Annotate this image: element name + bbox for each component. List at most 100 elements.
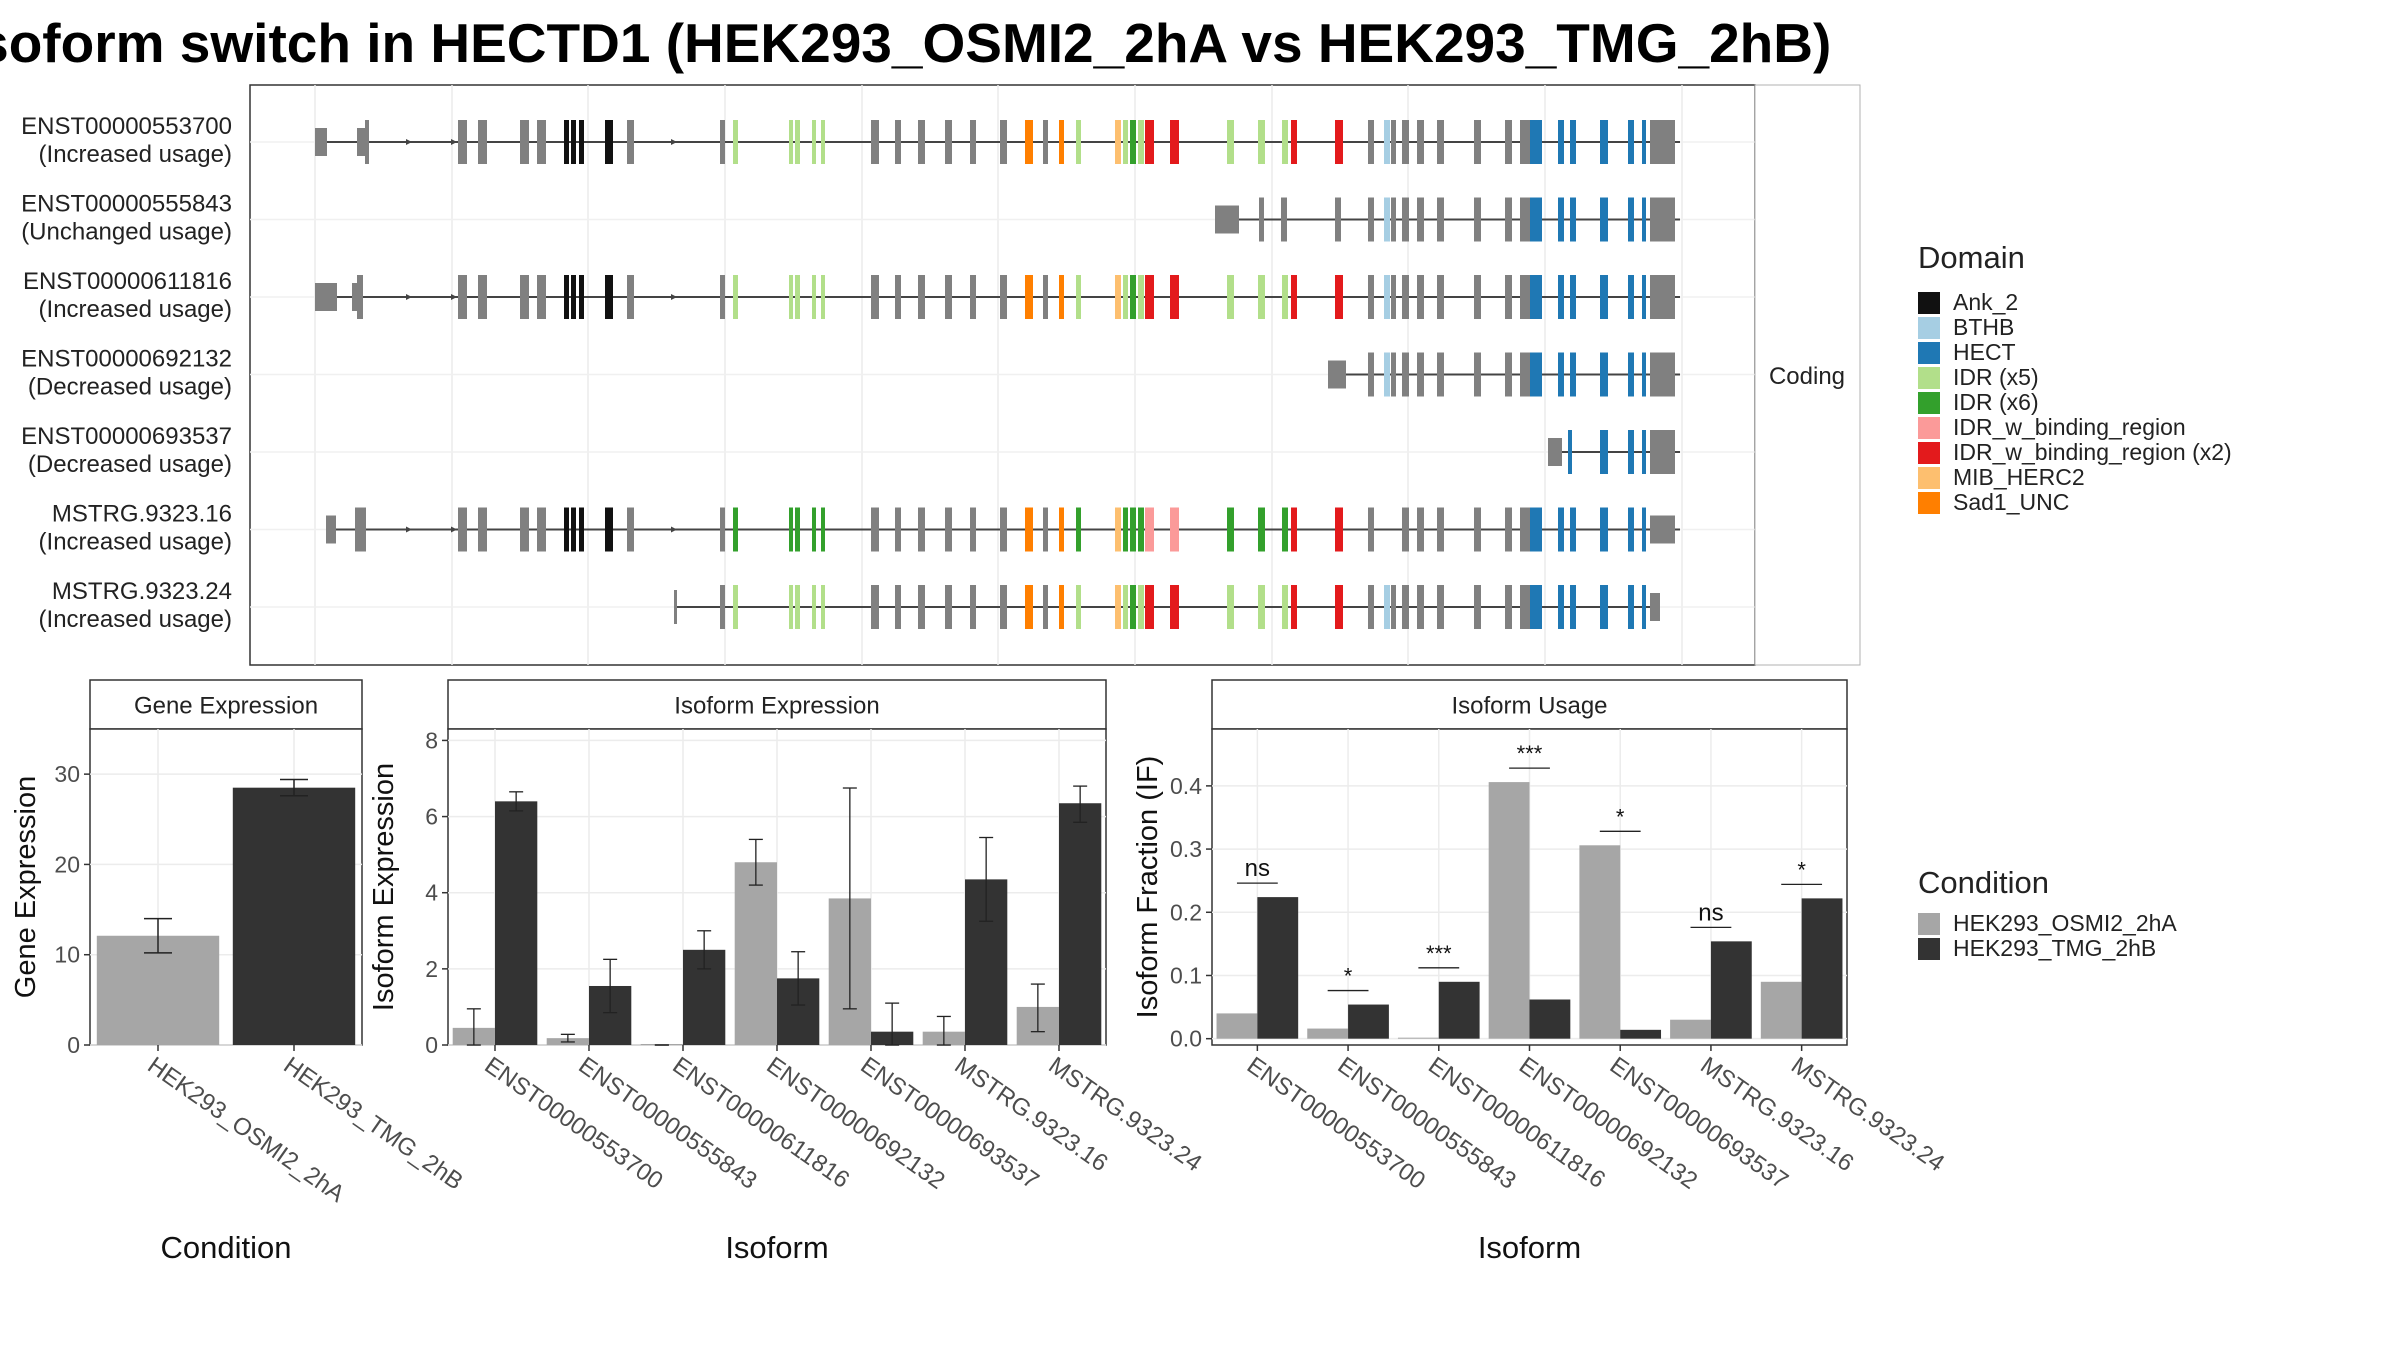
panel-strip [447, 679, 1107, 730]
strand-arrow [671, 139, 677, 145]
exon [895, 507, 901, 552]
exon [1368, 352, 1374, 397]
exon [1170, 120, 1179, 164]
exon [1417, 585, 1424, 629]
exon [1130, 507, 1136, 552]
exon [812, 275, 816, 319]
exon [821, 120, 825, 164]
exon [1505, 275, 1512, 319]
exon [789, 507, 793, 552]
significance-label: * [1616, 804, 1625, 829]
bar [1438, 981, 1480, 1039]
exon [1628, 197, 1634, 242]
exon [1384, 585, 1390, 629]
exon [1402, 275, 1409, 319]
exon [795, 507, 800, 552]
exon [895, 275, 901, 319]
domain-legend-key [1918, 342, 1940, 364]
panel-strip [89, 679, 363, 730]
exon [970, 585, 976, 629]
bar [1307, 1028, 1349, 1039]
exon [970, 275, 976, 319]
exon [520, 120, 529, 164]
exon [1076, 585, 1081, 629]
exon [795, 585, 800, 629]
exon [733, 120, 738, 164]
exon [1525, 197, 1531, 242]
structure-strip [1754, 84, 1861, 666]
y-axis-label: Isoform Expression [368, 763, 400, 1011]
isoform-expression-panel: Isoform Expression 0 2 4 6 8 Isoform Expressio… [368, 679, 1207, 1265]
exon [1291, 120, 1297, 164]
exon [605, 120, 613, 164]
condition-legend-title: Condition [1918, 865, 2049, 900]
bar [1488, 782, 1530, 1039]
bar [96, 935, 220, 1045]
exon [1227, 507, 1234, 552]
strand-arrow [406, 294, 412, 300]
exon [627, 507, 634, 552]
exon [1368, 120, 1374, 164]
bar [1670, 1019, 1711, 1039]
domain-legend-key [1918, 492, 1940, 514]
exon [1558, 275, 1564, 319]
bar [734, 862, 777, 1045]
strand-arrow [671, 294, 677, 300]
exon [1628, 507, 1634, 552]
transcript-track: MSTRG.9323.16(Increased usage) [39, 501, 1680, 556]
exon [1130, 120, 1136, 164]
exon [945, 120, 952, 164]
panel-title: Isoform Expression [674, 693, 879, 720]
exon [1548, 438, 1562, 466]
exon [1043, 507, 1048, 552]
domain-legend-title: Domain [1918, 240, 2025, 275]
exon [1650, 515, 1675, 544]
exon [1525, 507, 1531, 552]
exon [1115, 120, 1121, 164]
exon [1570, 275, 1576, 319]
exon [478, 507, 487, 552]
bar [232, 787, 356, 1045]
exon [871, 507, 879, 552]
exon [1000, 507, 1007, 552]
exon [1525, 352, 1531, 397]
exon [970, 507, 976, 552]
exon [1642, 430, 1646, 474]
exon [1384, 120, 1390, 164]
exon [1600, 197, 1608, 242]
exon [1600, 120, 1608, 164]
exon [1650, 430, 1675, 474]
exon [1115, 275, 1121, 319]
exon [1391, 275, 1396, 319]
exon [720, 585, 725, 629]
exon [1642, 275, 1646, 319]
domain-legend-label: Sad1_UNC [1953, 489, 2069, 515]
exon [1000, 275, 1007, 319]
exon [1437, 197, 1444, 242]
exon [1282, 585, 1288, 629]
exon [605, 507, 613, 552]
transcript-track: ENST00000555843(Unchanged usage) [21, 191, 1680, 246]
exon [1215, 205, 1239, 234]
domain-legend-key [1918, 292, 1940, 314]
transcript-track: MSTRG.9323.24(Increased usage) [39, 578, 1660, 633]
exon [627, 275, 634, 319]
exon [1130, 275, 1136, 319]
domain-legend-label: BTHB [1953, 314, 2014, 340]
exon [1474, 507, 1481, 552]
exon [1025, 120, 1033, 164]
bar [1216, 1013, 1258, 1039]
exon [1402, 197, 1409, 242]
exon [1368, 585, 1374, 629]
exon [1505, 120, 1512, 164]
exon [537, 275, 546, 319]
exon [1281, 197, 1287, 242]
exon [918, 507, 925, 552]
exon [871, 585, 879, 629]
exon [579, 275, 584, 319]
transcript-id: MSTRG.9323.16 [52, 501, 232, 528]
exon [871, 275, 879, 319]
exon [1520, 120, 1527, 164]
exon [1558, 585, 1564, 629]
